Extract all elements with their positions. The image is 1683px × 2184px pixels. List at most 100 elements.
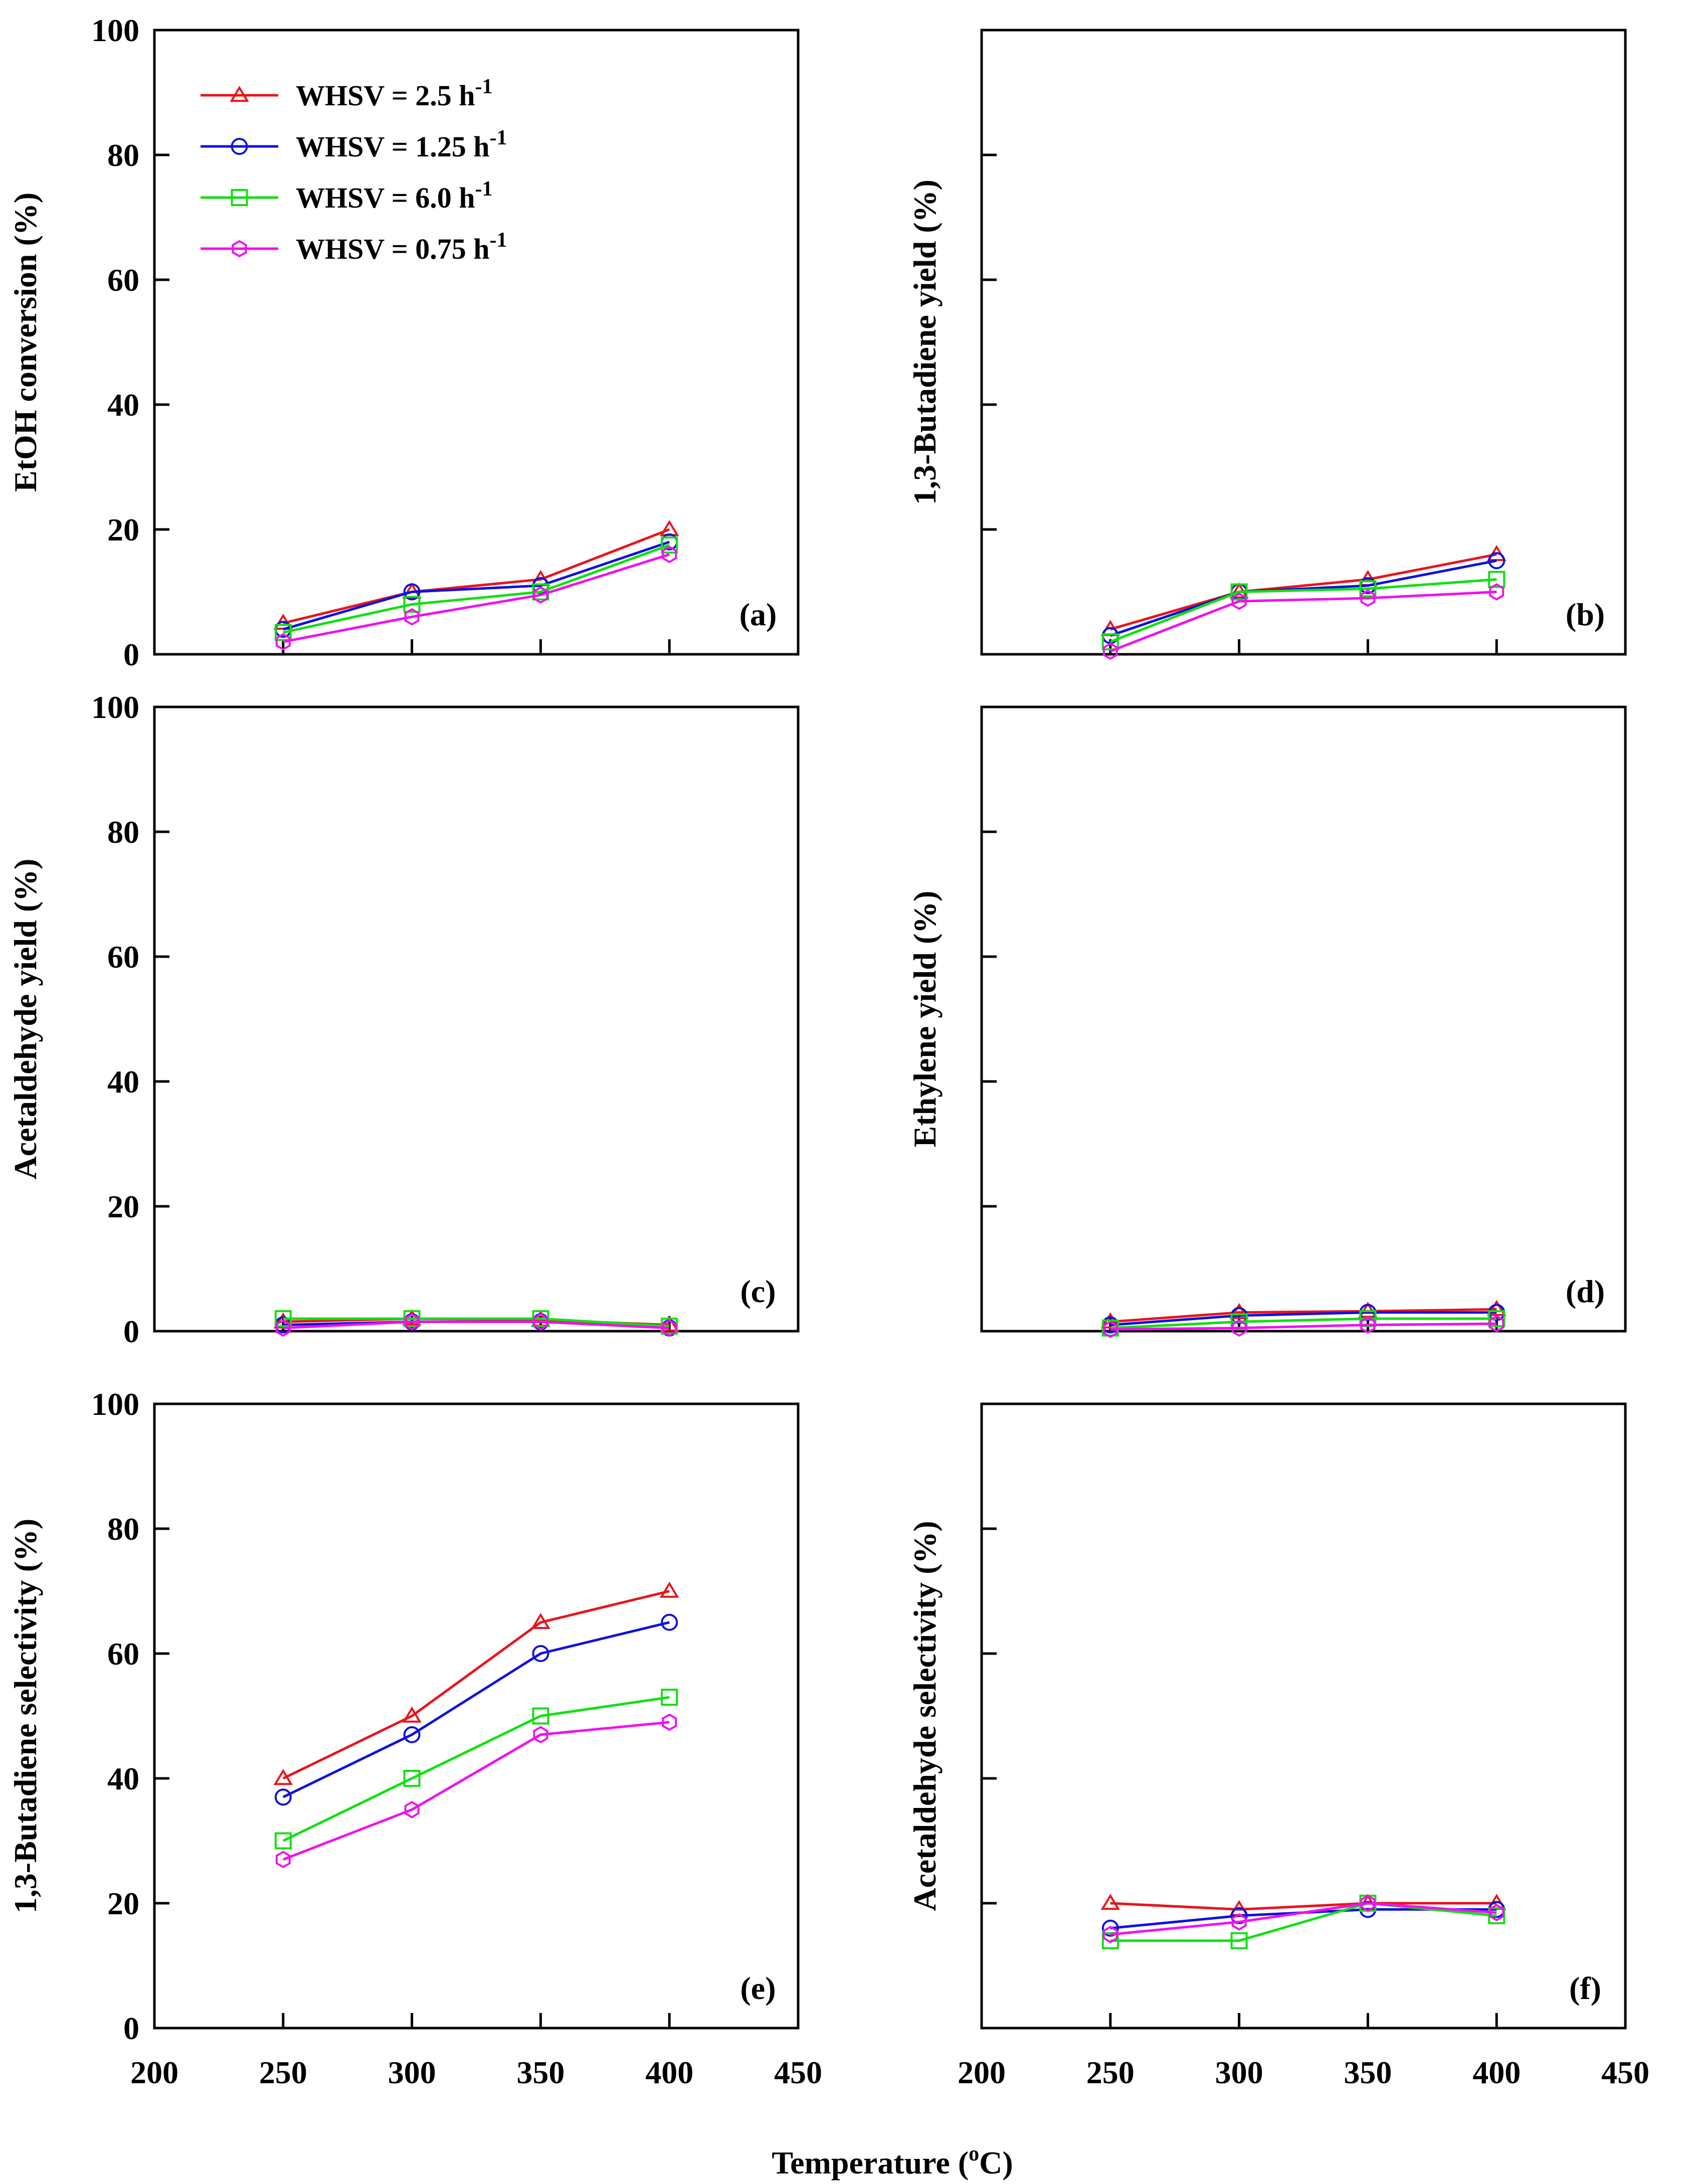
series-line	[1110, 1902, 1497, 1911]
data-point	[662, 1319, 677, 1337]
y-tick-label: 40	[107, 387, 139, 423]
x-tick-label: 400	[645, 2055, 693, 2090]
series-2	[274, 1689, 678, 1850]
data-point	[1100, 1894, 1120, 1910]
data-point	[1488, 1310, 1506, 1328]
data-point	[274, 624, 292, 641]
plot-frame	[980, 705, 1627, 1333]
data-point	[532, 1645, 549, 1662]
series-line	[1110, 1317, 1497, 1330]
panel-f: 200 250 300 350 400 450 Acetaldehyde selectivi…	[907, 1402, 1649, 2090]
data-point	[1230, 583, 1248, 601]
y-tick-label: 80	[107, 814, 139, 850]
data-point	[402, 1706, 422, 1723]
y-tick-label: 100	[91, 1386, 139, 1422]
data-point	[1360, 589, 1376, 607]
y-axis-label: Ethylene yield (%)	[907, 891, 943, 1148]
data-point	[403, 583, 421, 601]
legend-label: WHSV = 2.5 h-1	[296, 75, 493, 112]
data-point	[661, 1689, 678, 1706]
series-line	[283, 528, 670, 625]
y-tick-label: 80	[107, 137, 139, 173]
y-tick-label: 20	[107, 512, 139, 548]
x-tick-label: 250	[259, 2055, 307, 2090]
plot-frame	[980, 1402, 1627, 2030]
data-point	[661, 536, 678, 554]
series-line	[1110, 1322, 1497, 1331]
series-line	[1110, 1311, 1497, 1327]
y-axis-label: 1,3-Butadiene yield (%)	[907, 179, 943, 505]
panel-label: (e)	[740, 1970, 776, 2006]
series-line	[282, 1696, 670, 1842]
data-point	[274, 1832, 292, 1850]
series-line	[282, 1590, 670, 1780]
x-tick-label: 250	[1086, 2055, 1135, 2090]
data-point	[533, 586, 548, 604]
data-point	[1230, 1907, 1248, 1924]
series-line	[1110, 1902, 1497, 1942]
data-point	[662, 545, 677, 564]
series-line	[283, 1320, 670, 1330]
panel-c: 0 20 40 60 80 100 Acetaldehyde yield (%) (c)	[8, 689, 800, 1349]
data-point	[1102, 1925, 1118, 1943]
data-point	[533, 1313, 548, 1331]
panel-a: 0 20 40 60 80 100 EtOH conversion (%) (a)	[8, 13, 800, 672]
data-point	[403, 1726, 421, 1743]
data-point	[1101, 1932, 1119, 1949]
panel-label: (d)	[1566, 1273, 1605, 1309]
x-tick-label: 300	[388, 2055, 436, 2090]
data-point	[1101, 1919, 1119, 1937]
panel-d: Ethylene yield (%) (d)	[907, 705, 1627, 1338]
panels-group: 0 20 40 60 80 100 EtOH conversion (%) (a) 1,3-Bu…	[8, 13, 1649, 2090]
data-point	[1231, 592, 1247, 610]
series-line	[282, 1621, 670, 1798]
series-3	[1102, 583, 1505, 660]
y-tick-label: 60	[107, 262, 139, 298]
x-tick-label: 200	[130, 2055, 178, 2090]
y-tick-label: 20	[107, 1886, 139, 1921]
panel-label: (f)	[1569, 1970, 1601, 2006]
data-point	[1102, 642, 1118, 660]
data-point	[1231, 1319, 1247, 1337]
data-point	[1231, 1913, 1247, 1931]
series-line	[283, 540, 670, 631]
data-point	[1489, 1315, 1505, 1333]
data-point	[1488, 552, 1506, 570]
y-tick-label: 40	[107, 1064, 139, 1100]
data-point	[274, 1788, 292, 1806]
legend-entry: WHSV = 6.0 h-1	[201, 177, 493, 214]
y-tick-label: 100	[91, 13, 139, 48]
data-point	[273, 1769, 293, 1785]
x-tick-label: 350	[516, 2055, 565, 2090]
data-point	[403, 596, 421, 613]
legend-label: WHSV = 0.75 h-1	[296, 229, 507, 265]
data-point	[1359, 580, 1377, 598]
x-axis-label: Temperature (oC)	[772, 2142, 1013, 2180]
series-line	[1109, 591, 1497, 653]
legend-entry: WHSV = 1.25 h-1	[201, 126, 507, 163]
y-axis-label: Acetaldehyde yield (%)	[8, 859, 43, 1180]
data-point	[403, 1770, 421, 1787]
x-tick-label: 350	[1344, 2055, 1392, 2090]
series-line	[1110, 1308, 1497, 1323]
data-point	[275, 1851, 291, 1869]
y-tick-label: 0	[123, 2011, 139, 2046]
legend-label: WHSV = 1.25 h-1	[296, 126, 507, 163]
panel-label: (a)	[739, 597, 777, 632]
data-point	[275, 1319, 291, 1337]
y-tick-label: 100	[91, 689, 139, 725]
data-point	[659, 1581, 679, 1598]
y-tick-label: 20	[107, 1189, 139, 1224]
series-line	[1109, 578, 1497, 643]
legend-marker	[231, 189, 248, 206]
series-2	[1101, 571, 1506, 651]
data-point	[1229, 1303, 1249, 1319]
y-axis-label: EtOH conversion (%)	[8, 193, 43, 492]
x-tick-label: 400	[1472, 2055, 1521, 2090]
legend-label: WHSV = 6.0 h-1	[296, 177, 493, 214]
panel-label: (b)	[1566, 597, 1605, 632]
series-3	[1102, 1894, 1505, 1943]
data-point	[1360, 1894, 1376, 1912]
series-3	[275, 1713, 677, 1869]
data-point	[1102, 1320, 1118, 1338]
